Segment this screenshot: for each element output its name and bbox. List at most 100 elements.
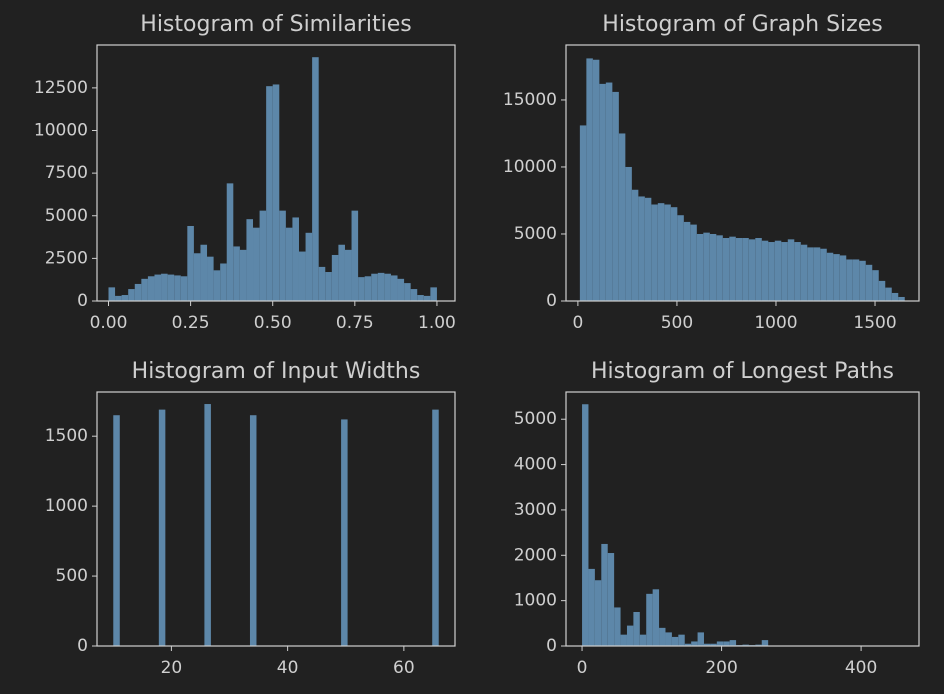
bar	[594, 580, 602, 646]
bar	[331, 254, 339, 301]
bar	[710, 643, 717, 646]
bar	[121, 295, 129, 301]
bar	[742, 644, 749, 646]
bar	[885, 287, 892, 301]
bar	[768, 242, 775, 301]
bar	[761, 240, 769, 301]
x-tick-label: 0	[577, 658, 588, 678]
bar	[239, 249, 247, 301]
bar	[220, 263, 227, 301]
axes-frame	[565, 44, 920, 302]
bar	[582, 404, 589, 646]
bar	[787, 239, 795, 301]
bar	[833, 254, 840, 301]
bar	[108, 287, 116, 301]
bar	[601, 543, 608, 646]
y-tick-label: 3000	[514, 500, 557, 520]
bar	[665, 632, 672, 646]
y-tick-label: 4000	[514, 455, 557, 475]
bar	[358, 277, 365, 301]
bar	[709, 233, 717, 301]
x-tick-label: 0.00	[90, 313, 128, 333]
y-tick-label: 1000	[514, 591, 557, 611]
bar	[748, 239, 756, 301]
bar	[652, 589, 660, 646]
bar	[115, 295, 122, 301]
x-tick-label: 500	[661, 313, 693, 333]
bar	[813, 247, 821, 301]
bar	[351, 210, 359, 301]
y-tick-label: 5000	[514, 224, 557, 244]
bar	[703, 643, 711, 646]
bar	[794, 242, 801, 301]
bar	[213, 270, 221, 301]
bar	[344, 249, 352, 301]
x-tick-label: 0.75	[336, 313, 374, 333]
x-tick-label: 400	[845, 658, 877, 678]
bar	[599, 83, 606, 301]
bar	[807, 247, 814, 301]
bar	[690, 224, 697, 301]
bar	[859, 260, 866, 301]
bar	[633, 611, 640, 646]
y-tick-label: 5000	[514, 409, 557, 429]
bar	[614, 607, 621, 646]
bar	[839, 255, 847, 301]
bar	[891, 292, 899, 301]
bar	[631, 189, 639, 301]
bar	[154, 274, 162, 301]
bar	[432, 409, 439, 646]
bar	[226, 183, 234, 301]
bar	[325, 272, 332, 301]
bar	[898, 296, 905, 301]
bar	[298, 251, 306, 301]
bar	[371, 273, 378, 301]
bar	[670, 207, 678, 301]
bar	[193, 253, 201, 301]
bar	[664, 204, 671, 301]
bar	[696, 233, 704, 301]
y-tick-label: 7500	[45, 163, 88, 183]
bar	[377, 272, 385, 301]
bar	[134, 283, 142, 301]
y-tick-label: 5000	[45, 206, 88, 226]
bar	[781, 242, 788, 301]
bar	[253, 227, 260, 301]
bar	[639, 634, 647, 646]
bar	[113, 415, 120, 646]
y-tick-label: 1500	[45, 426, 88, 446]
bar	[722, 238, 730, 301]
x-tick-label: 1000	[754, 313, 797, 333]
bar	[312, 57, 319, 301]
bar	[626, 625, 634, 646]
bar	[341, 419, 348, 646]
bar	[607, 553, 615, 646]
bar	[755, 238, 762, 301]
bar	[318, 266, 326, 301]
bar	[677, 215, 684, 301]
bar	[852, 259, 860, 301]
bar	[285, 227, 293, 301]
bar	[659, 627, 666, 646]
x-tick-label: 20	[161, 658, 183, 678]
bar	[697, 632, 704, 646]
bar	[338, 244, 345, 301]
bar	[878, 280, 886, 301]
bar	[272, 84, 280, 301]
bar	[200, 244, 208, 301]
bar	[618, 133, 626, 301]
bar	[167, 274, 175, 301]
bar	[678, 634, 685, 646]
bar	[259, 210, 267, 301]
y-tick-label: 500	[56, 566, 88, 586]
bar	[820, 248, 827, 301]
bar	[716, 235, 723, 301]
axes-frame	[96, 391, 456, 647]
y-tick-label: 10000	[34, 121, 88, 141]
bar	[683, 221, 691, 301]
x-tick-label: 40	[277, 658, 299, 678]
bar	[735, 238, 743, 301]
bar	[410, 289, 418, 301]
